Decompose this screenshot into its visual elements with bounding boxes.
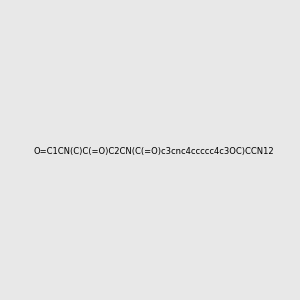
- Text: O=C1CN(C)C(=O)C2CN(C(=O)c3cnc4ccccc4c3OC)CCN12: O=C1CN(C)C(=O)C2CN(C(=O)c3cnc4ccccc4c3OC…: [33, 147, 274, 156]
